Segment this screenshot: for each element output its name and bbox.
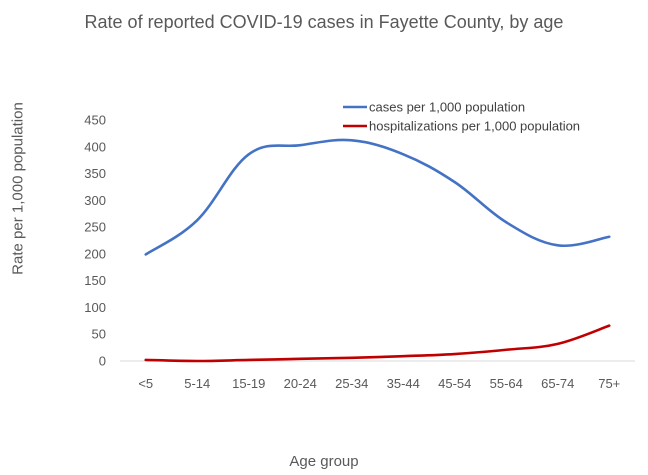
x-tick-label: 15-19 (232, 376, 265, 391)
y-tick-label: 100 (84, 300, 106, 315)
legend: cases per 1,000 population hospitalizatio… (343, 100, 580, 134)
y-tick-label: 350 (84, 166, 106, 181)
x-tick-label: 25-34 (335, 376, 368, 391)
y-tick-label: 250 (84, 220, 106, 235)
series-line-2 (144, 324, 611, 363)
y-tick-label: 300 (84, 193, 106, 208)
y-tick-label: 0 (99, 354, 106, 369)
x-axis-label: Age group (289, 453, 359, 470)
series-line-1 (144, 138, 611, 256)
chart-title: Rate of reported COVID-19 cases in Fayet… (84, 12, 564, 32)
x-axis-ticks: <5 5-14 15-19 20-24 25-34 35-44 45-54 55-64 65-7… (138, 376, 620, 391)
y-tick-label: 450 (84, 113, 106, 128)
x-tick-label: <5 (138, 376, 153, 391)
x-tick-label: 65-74 (541, 376, 574, 391)
x-tick-label: 20-24 (284, 376, 317, 391)
x-tick-label: 35-44 (387, 376, 420, 391)
y-tick-label: 400 (84, 139, 106, 154)
x-tick-label: 75+ (598, 376, 620, 391)
legend-label-1: cases per 1,000 population (369, 100, 525, 115)
y-axis-ticks: 0 50 100 150 200 250 300 350 400 450 (84, 113, 106, 369)
y-tick-label: 50 (92, 327, 106, 342)
x-tick-label: 45-54 (438, 376, 471, 391)
legend-label-2: hospitalizations per 1,000 population (369, 119, 580, 134)
x-tick-label: 5-14 (184, 376, 210, 391)
y-tick-label: 200 (84, 246, 106, 261)
series-lines (144, 138, 611, 363)
x-tick-label: 55-64 (490, 376, 523, 391)
y-tick-label: 150 (84, 273, 106, 288)
